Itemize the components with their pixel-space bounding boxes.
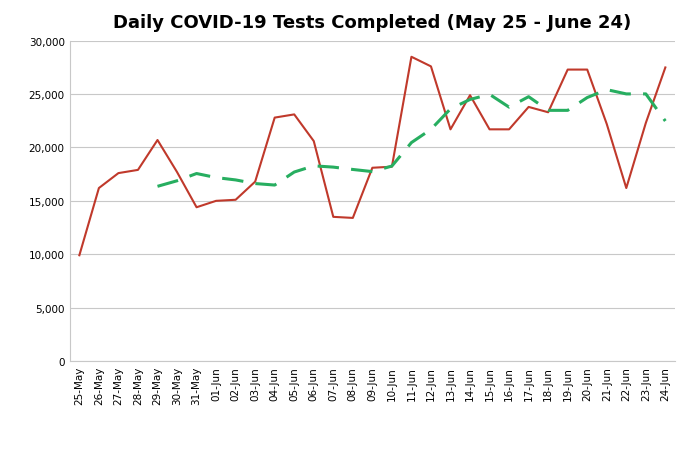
Title: Daily COVID-19 Tests Completed (May 25 - June 24): Daily COVID-19 Tests Completed (May 25 -… <box>113 14 631 32</box>
